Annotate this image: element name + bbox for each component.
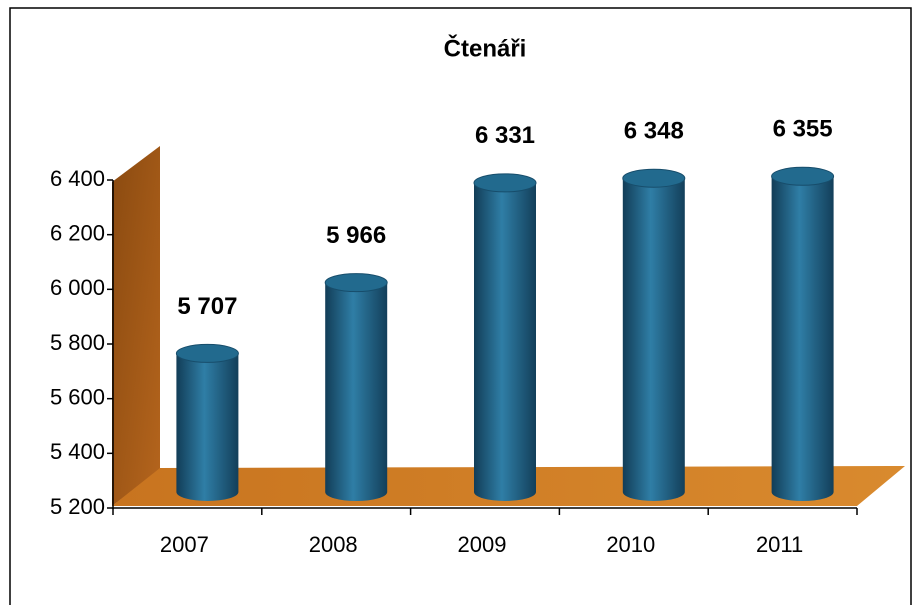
- cylinder-body: [176, 353, 239, 501]
- bar: [324, 273, 388, 501]
- y-tick-label: 6 400: [50, 166, 105, 191]
- y-tick-label: 6 200: [50, 220, 105, 245]
- y-tick-label: 6 000: [50, 275, 105, 300]
- bar: [622, 168, 686, 501]
- value-label: 6 348: [624, 118, 684, 145]
- cylinder-top: [622, 168, 686, 188]
- y-tick-label: 5 200: [50, 494, 105, 519]
- value-label: 6 331: [475, 122, 535, 149]
- bar: [771, 166, 835, 502]
- chart-title: Čtenáři: [444, 34, 527, 62]
- cylinder-body: [325, 282, 388, 501]
- bar: [473, 173, 537, 501]
- cylinder-body: [474, 182, 536, 501]
- cylinder-body: [771, 176, 834, 502]
- y-tick-label: 5 600: [50, 384, 105, 409]
- value-label: 6 355: [773, 116, 833, 143]
- cylinder-body: [622, 178, 685, 501]
- cylinder-top: [175, 343, 239, 363]
- cylinder-top: [771, 166, 835, 186]
- back-wall: [112, 146, 160, 506]
- value-label: 5 707: [177, 293, 237, 320]
- x-tick-label: 2009: [458, 532, 507, 557]
- cylinder-top: [324, 273, 388, 293]
- bar: [175, 343, 239, 501]
- y-tick-label: 5 800: [50, 330, 105, 355]
- x-tick-label: 2007: [160, 532, 209, 557]
- cylinder-top: [473, 173, 537, 193]
- value-label: 5 966: [326, 222, 386, 249]
- x-tick-label: 2011: [756, 532, 803, 557]
- x-tick-label: 2010: [606, 532, 655, 557]
- y-tick-label: 5 400: [50, 439, 105, 464]
- x-tick-label: 2008: [309, 532, 358, 557]
